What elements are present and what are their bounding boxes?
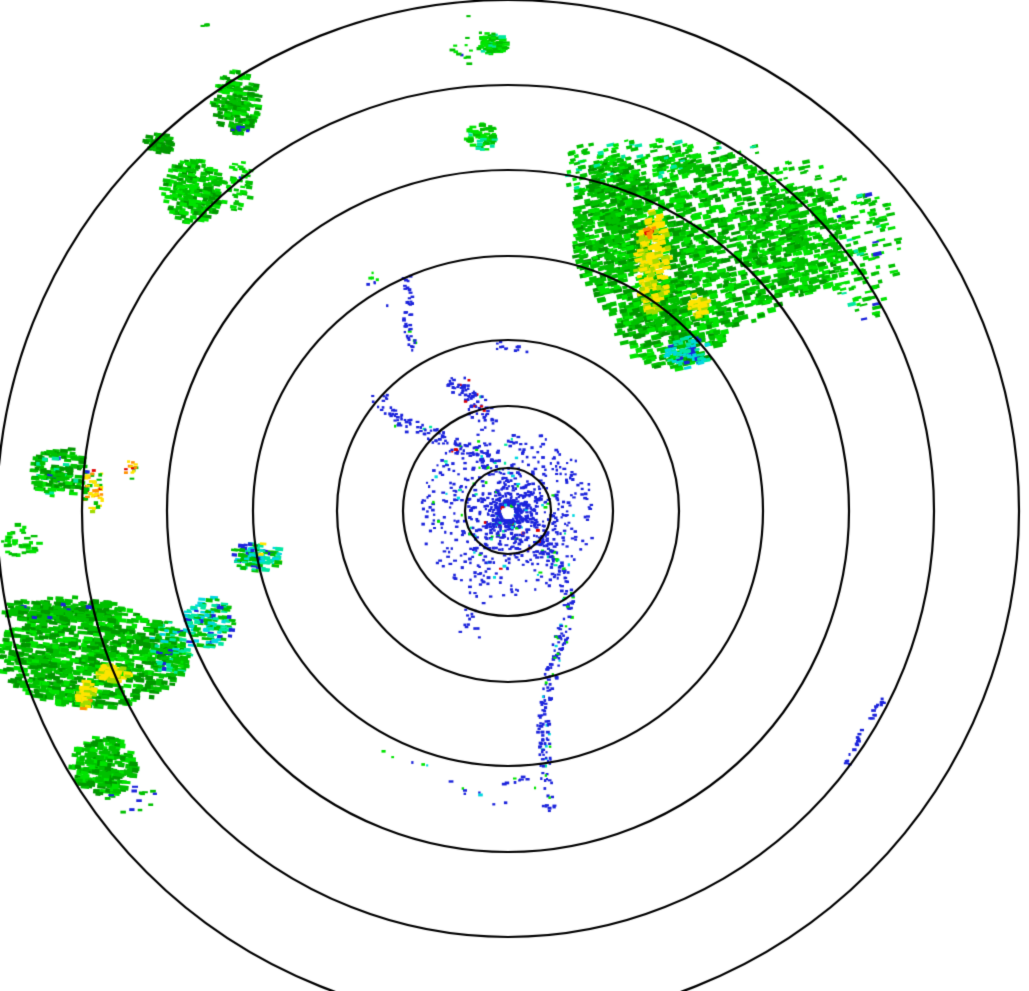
radar-display-canvas — [0, 0, 1029, 991]
radar-ppi-view — [0, 0, 1029, 991]
